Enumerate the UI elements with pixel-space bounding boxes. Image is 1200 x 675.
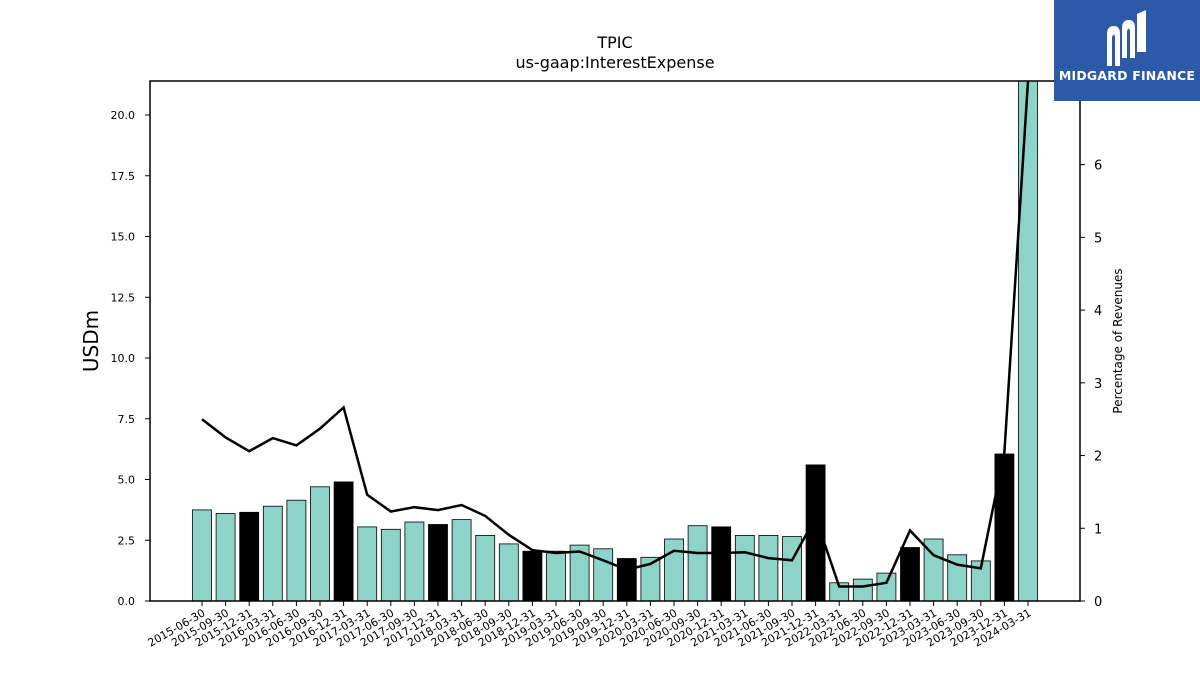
bar bbox=[852, 578, 873, 602]
bar bbox=[734, 535, 755, 602]
bar bbox=[333, 481, 354, 602]
y2-tick-label: 5 bbox=[1094, 231, 1102, 246]
logo-mark-icon bbox=[1107, 10, 1146, 66]
y2-tick-label: 4 bbox=[1094, 304, 1102, 319]
bar bbox=[357, 526, 378, 602]
y-tick-label: 7.5 bbox=[118, 413, 136, 426]
bar bbox=[664, 538, 684, 602]
bar bbox=[286, 499, 307, 602]
y-tick-label: 17.5 bbox=[111, 170, 136, 183]
bar bbox=[805, 464, 826, 602]
percentage-line bbox=[201, 81, 1030, 588]
bar bbox=[192, 509, 212, 602]
bar bbox=[900, 547, 920, 602]
bar bbox=[310, 486, 330, 602]
bar bbox=[380, 528, 401, 602]
bar bbox=[522, 550, 543, 602]
midgard-finance-logo: MIDGARD FINANCE bbox=[1054, 0, 1200, 101]
bar bbox=[239, 511, 260, 602]
y-tick-label: 2.5 bbox=[118, 534, 136, 547]
bar bbox=[475, 535, 496, 602]
bar-series bbox=[192, 80, 1038, 602]
y-tick-label: 5.0 bbox=[118, 474, 136, 487]
chart-title: TPIC bbox=[596, 33, 632, 52]
plot-frame bbox=[149, 80, 1081, 602]
y-tick-label: 12.5 bbox=[111, 291, 136, 304]
bar bbox=[1018, 80, 1038, 602]
bar bbox=[876, 572, 897, 602]
bar bbox=[262, 505, 283, 602]
line-series bbox=[201, 81, 1030, 588]
bar bbox=[994, 453, 1015, 602]
bar bbox=[711, 526, 732, 602]
y-tick-label: 20.0 bbox=[111, 109, 136, 122]
y2-tick-label: 0 bbox=[1094, 595, 1102, 610]
chart-subtitle: us-gaap:InterestExpense bbox=[515, 53, 714, 72]
bar bbox=[451, 519, 472, 602]
bar bbox=[546, 550, 566, 602]
bar bbox=[215, 513, 236, 602]
axes: 0.02.55.07.510.012.515.017.520.001234562… bbox=[111, 80, 1102, 650]
y2-axis-label: Percentage of Revenues bbox=[1111, 268, 1125, 413]
y2-tick-label: 6 bbox=[1094, 159, 1102, 174]
y-tick-label: 10.0 bbox=[111, 352, 136, 365]
y-tick-label: 15.0 bbox=[111, 231, 136, 244]
y-axis-label: USDm bbox=[79, 310, 103, 372]
bar bbox=[498, 543, 519, 602]
bar bbox=[687, 525, 708, 602]
bar bbox=[616, 558, 637, 602]
bar bbox=[428, 524, 448, 602]
y2-tick-label: 1 bbox=[1094, 522, 1102, 537]
y2-tick-label: 3 bbox=[1094, 377, 1102, 392]
y-tick-label: 0.0 bbox=[118, 595, 136, 608]
bar bbox=[758, 535, 779, 602]
bar bbox=[404, 521, 425, 602]
y2-tick-label: 2 bbox=[1094, 450, 1102, 465]
logo-text: MIDGARD FINANCE bbox=[1058, 68, 1196, 83]
